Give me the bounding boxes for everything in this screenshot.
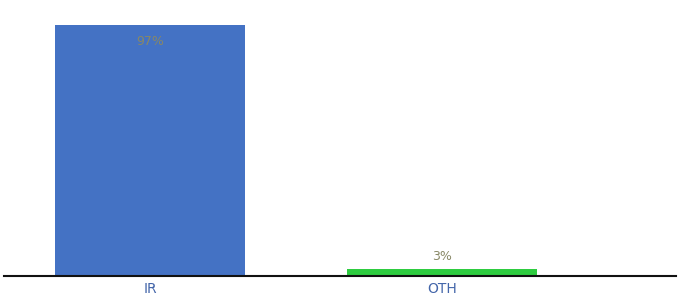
Bar — [55, 25, 245, 276]
Text: 3%: 3% — [432, 250, 452, 263]
Bar — [347, 268, 537, 276]
Text: 97%: 97% — [136, 35, 164, 48]
